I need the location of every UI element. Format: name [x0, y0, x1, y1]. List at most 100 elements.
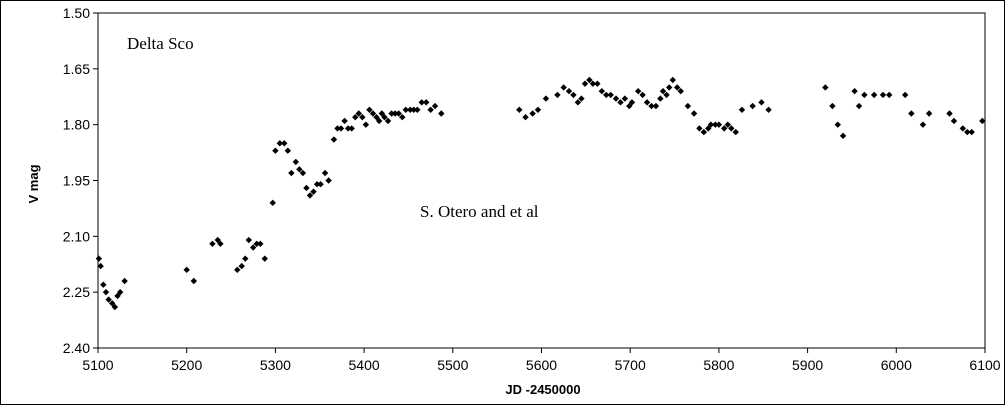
y-tick-label: 1.50: [63, 5, 90, 21]
data-point-marker: [253, 240, 260, 247]
plot-area: [97, 12, 986, 349]
data-point-marker: [209, 240, 216, 247]
data-point-marker: [607, 91, 614, 99]
data-point-marker: [639, 91, 646, 99]
data-point-marker: [919, 121, 927, 128]
data-point-marker: [359, 114, 366, 121]
data-point-marker: [570, 91, 577, 99]
data-point-marker: [100, 281, 107, 288]
data-point-marker: [705, 125, 712, 132]
x-tick-label: 5800: [703, 357, 734, 373]
data-point-marker: [269, 199, 276, 207]
x-tick-label: 5900: [792, 357, 823, 373]
data-point-marker: [317, 181, 324, 188]
data-point-marker: [674, 84, 681, 91]
data-point-marker: [728, 125, 735, 132]
data-point-marker: [765, 106, 772, 113]
data-point-marker: [669, 76, 676, 84]
data-point-marker: [121, 277, 128, 285]
data-point-marker: [281, 140, 288, 147]
x-tick-label: 5400: [349, 357, 380, 373]
data-point-marker: [257, 240, 264, 247]
data-point-marker: [589, 80, 597, 87]
data-point-marker: [407, 106, 414, 113]
data-point-marker: [554, 91, 561, 99]
data-point-marker: [369, 110, 377, 117]
data-point-marker: [313, 181, 321, 188]
data-point-marker: [578, 95, 585, 102]
data-point-marker: [238, 262, 245, 270]
data-point-marker: [732, 128, 739, 136]
data-point-marker: [677, 87, 684, 95]
data-point-marker: [594, 80, 601, 87]
data-point-marker: [829, 102, 836, 110]
data-point-marker: [422, 99, 430, 106]
data-point-marker: [111, 303, 119, 311]
data-point-marker: [839, 132, 847, 140]
data-point-marker: [855, 102, 863, 110]
data-point-marker: [97, 262, 104, 270]
data-point-marker: [250, 244, 257, 251]
data-point-marker: [822, 84, 829, 91]
data-point-marker: [344, 125, 352, 132]
data-point-marker: [366, 106, 373, 113]
data-point-marker: [337, 125, 345, 132]
x-tick-label: 5600: [526, 357, 557, 373]
data-point-marker: [684, 102, 692, 110]
data-point-marker: [652, 102, 660, 110]
data-point-marker: [116, 288, 124, 296]
data-point-marker: [648, 102, 655, 110]
y-axis-ticks: 1.50 1.65 1.80 1.95 2.10 2.25 2.40: [63, 5, 98, 356]
y-tick-label: 2.25: [63, 284, 90, 300]
data-point-marker: [886, 91, 893, 99]
data-point-marker: [834, 121, 841, 128]
data-point-marker: [310, 188, 317, 195]
data-point-marker: [946, 110, 953, 117]
data-point-marker: [534, 106, 542, 113]
data-point-marker: [325, 177, 332, 184]
data-point-marker: [362, 121, 370, 128]
data-point-marker: [712, 121, 719, 128]
data-point-marker: [95, 255, 103, 262]
y-tick-label: 2.10: [63, 228, 90, 244]
data-point-marker: [529, 110, 536, 117]
data-point-marker: [950, 117, 958, 125]
data-point-marker: [288, 169, 295, 177]
data-point-marker: [870, 91, 878, 99]
data-point-marker: [749, 102, 756, 110]
x-tick-label: 5700: [615, 357, 646, 373]
data-point-marker: [431, 102, 439, 110]
data-point-marker: [643, 99, 651, 106]
data-point-marker: [598, 87, 606, 95]
data-point-marker: [388, 110, 395, 117]
data-point-marker: [634, 87, 642, 95]
x-tick-label: 6100: [969, 357, 1000, 373]
x-tick-label: 5200: [171, 357, 202, 373]
data-point-marker: [410, 106, 417, 113]
data-point-marker: [341, 117, 348, 125]
data-point-marker: [299, 169, 307, 177]
x-tick-label: 5100: [82, 357, 113, 373]
data-point-marker: [612, 95, 620, 102]
data-point-marker: [621, 95, 629, 102]
data-point-marker: [402, 106, 409, 113]
data-point-marker: [272, 147, 279, 154]
data-point-marker: [292, 158, 300, 166]
data-point-marker: [758, 99, 765, 106]
data-point-marker: [657, 95, 664, 102]
data-point-marker: [352, 114, 359, 121]
data-point-marker: [700, 128, 708, 136]
data-point-marker: [414, 106, 421, 113]
data-point-marker: [427, 106, 434, 113]
data-point-marker: [603, 91, 610, 99]
data-point-marker: [663, 91, 670, 99]
data-point-marker: [628, 99, 636, 106]
data-point-marker: [715, 121, 723, 128]
data-point-marker: [964, 128, 971, 136]
data-point-marker: [395, 110, 402, 117]
x-axis-ticks: 5100 5200 5300 5400 5500 5600 5700 5800 5900 6000…: [82, 348, 1001, 373]
x-axis-label: JD -2450000: [505, 382, 580, 397]
data-point-marker: [707, 121, 715, 128]
data-point-marker: [581, 80, 589, 87]
